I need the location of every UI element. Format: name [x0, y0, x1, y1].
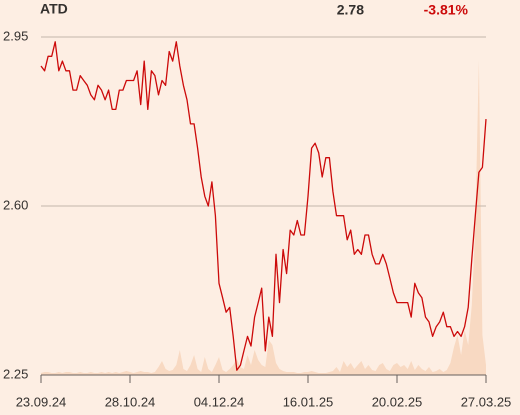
x-tick-label: 28.10.24: [105, 394, 156, 409]
x-tick-label: 04.12.24: [194, 394, 245, 409]
y-tick-label: 2.25: [3, 366, 28, 381]
y-tick-label: 2.60: [3, 197, 28, 212]
price-line: [40, 41, 487, 371]
chart-title: ATD: [40, 1, 68, 17]
last-price: 2.78: [337, 2, 364, 18]
x-tick-label: 23.09.24: [16, 394, 67, 409]
y-tick-label: 2.95: [3, 28, 28, 43]
price-change: -3.81%: [424, 2, 469, 18]
x-tick-label: 27.03.25: [461, 394, 512, 409]
x-tick-label: 20.02.25: [372, 394, 423, 409]
x-tick-label: 16.01.25: [283, 394, 334, 409]
